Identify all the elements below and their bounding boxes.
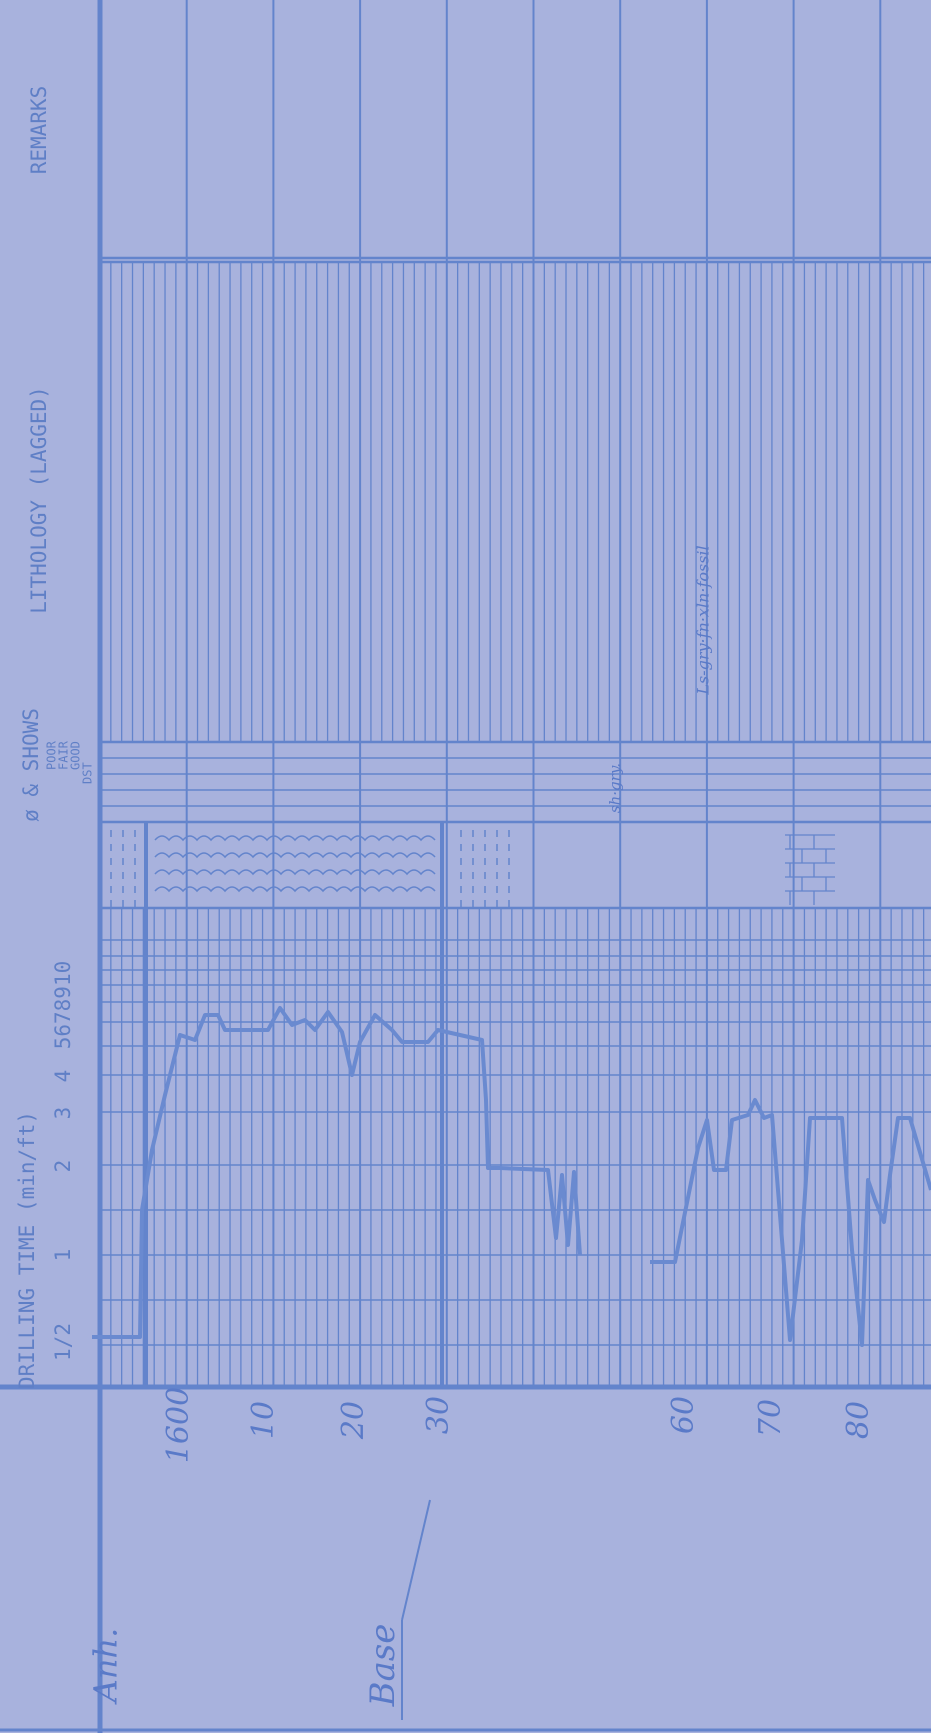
show-level: FAIR: [57, 740, 71, 770]
shows-header: ø & SHOWS: [19, 708, 43, 822]
scale-label: 5678910: [51, 961, 75, 1050]
show-level: GOOD: [69, 741, 83, 770]
wavy-symbol: [154, 852, 436, 859]
lithology-header: LITHOLOGY (LAGGED): [27, 386, 51, 614]
lithology-note: sh·gry.: [606, 763, 624, 813]
drilling-time-header: DRILLING TIME (min/ft): [15, 1111, 39, 1389]
underline: [401, 1499, 431, 1621]
scale-label: 2: [51, 1160, 75, 1173]
show-level: DST: [81, 762, 95, 784]
depth-label: 70: [753, 1399, 788, 1437]
depth-label: 20: [336, 1401, 371, 1440]
depth-label: 60: [666, 1396, 701, 1434]
depth-label: 10: [246, 1401, 281, 1439]
scale-label: 3: [51, 1107, 75, 1120]
scale-label: 4: [51, 1070, 75, 1083]
top-annotation: Anh.: [87, 1628, 125, 1706]
scale-label: 1: [51, 1249, 75, 1262]
remarks-header: REMARKS: [27, 86, 51, 175]
depth-label: 1600: [161, 1387, 196, 1463]
lithology-note: Ls-gry·fn·xln·fossil: [694, 545, 713, 695]
drilling-time-curve: [92, 1006, 582, 1339]
drilling-time-curve: [650, 1098, 931, 1347]
scale-label: 1/2: [51, 1323, 75, 1361]
base-annotation: Base: [363, 1624, 403, 1708]
show-level: POOR: [45, 740, 59, 770]
wavy-symbol: [154, 869, 436, 876]
depth-label: 80: [841, 1401, 876, 1439]
depth-label: 30: [421, 1396, 456, 1434]
wavy-symbol: [154, 886, 436, 893]
lithology-symbols: [110, 830, 835, 907]
wavy-symbol: [154, 835, 436, 842]
